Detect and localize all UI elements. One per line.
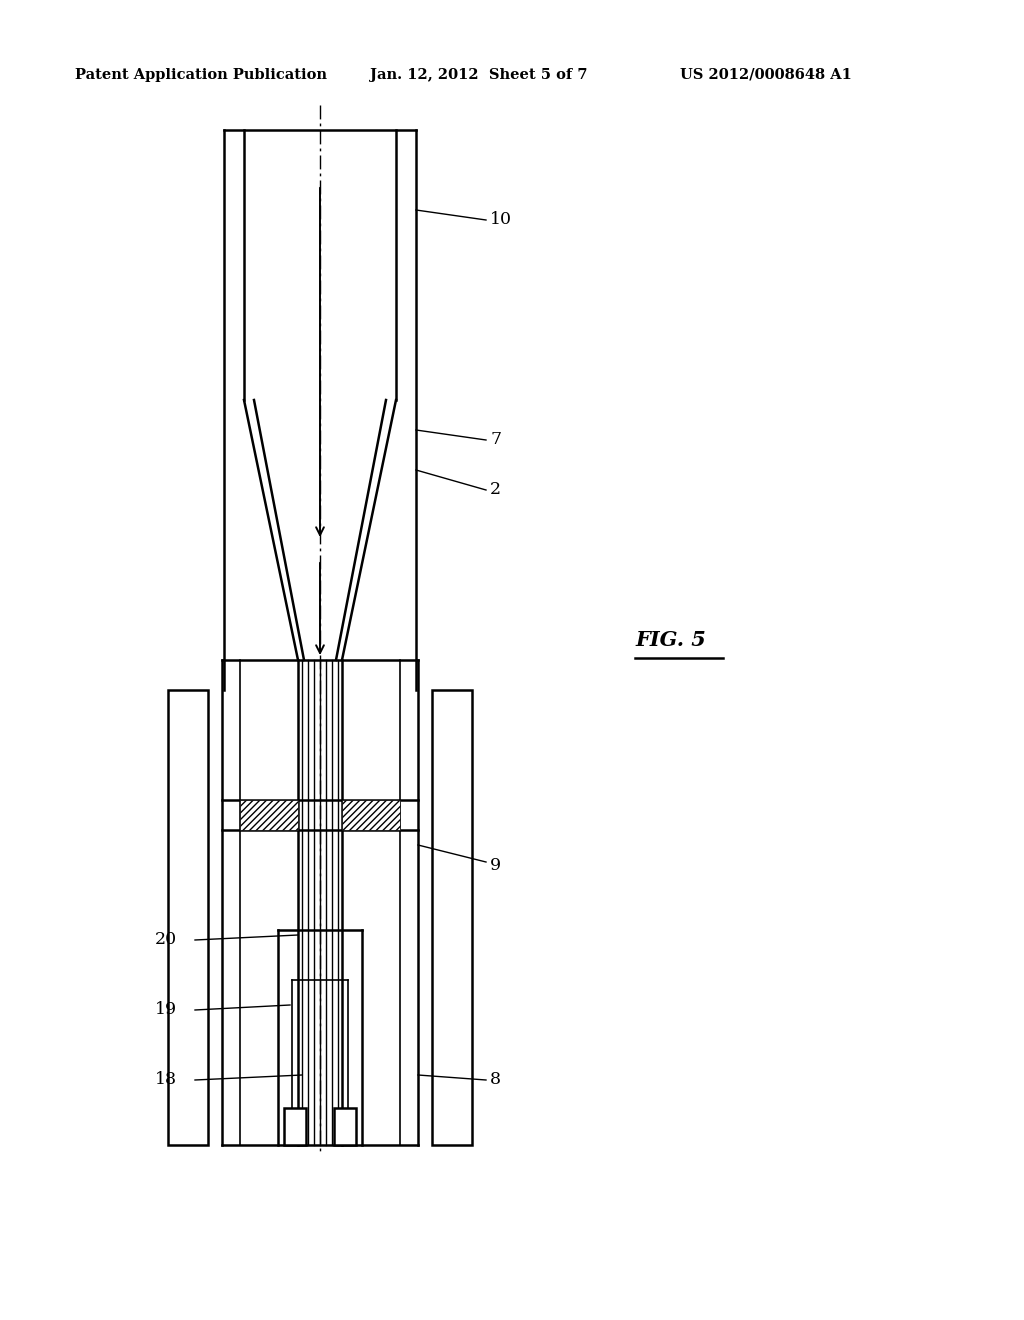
Bar <box>334 1107 356 1144</box>
Text: 7: 7 <box>490 432 501 449</box>
Bar <box>168 690 208 1144</box>
Text: 10: 10 <box>490 211 512 228</box>
Text: 9: 9 <box>490 857 501 874</box>
Text: 19: 19 <box>155 1002 177 1019</box>
Text: Patent Application Publication: Patent Application Publication <box>75 69 327 82</box>
Text: 20: 20 <box>155 932 177 949</box>
Text: 18: 18 <box>155 1072 177 1089</box>
Text: FIG. 5: FIG. 5 <box>635 630 706 649</box>
Text: 2: 2 <box>490 482 501 499</box>
Text: Jan. 12, 2012  Sheet 5 of 7: Jan. 12, 2012 Sheet 5 of 7 <box>370 69 588 82</box>
Bar <box>240 800 298 830</box>
Text: 8: 8 <box>490 1072 501 1089</box>
Bar <box>284 1107 306 1144</box>
Text: US 2012/0008648 A1: US 2012/0008648 A1 <box>680 69 852 82</box>
Bar <box>432 690 472 1144</box>
Bar <box>342 800 400 830</box>
